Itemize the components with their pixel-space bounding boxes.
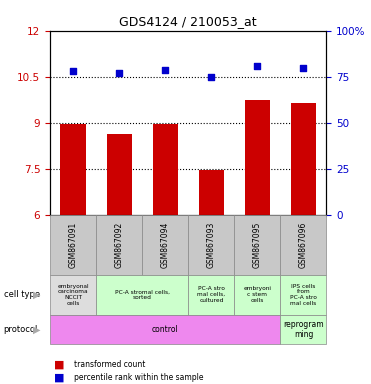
Point: [301, 65, 306, 71]
Point: [162, 67, 168, 73]
Bar: [60, 124, 86, 215]
Text: GSM867096: GSM867096: [299, 222, 308, 268]
Text: transformed count: transformed count: [74, 360, 145, 369]
Text: ■: ■: [54, 360, 64, 370]
Text: percentile rank within the sample: percentile rank within the sample: [74, 373, 204, 382]
Title: GDS4124 / 210053_at: GDS4124 / 210053_at: [119, 15, 257, 28]
Text: GSM867092: GSM867092: [115, 222, 124, 268]
Text: ▶: ▶: [33, 290, 41, 300]
Text: PC-A stro
mal cells,
cultured: PC-A stro mal cells, cultured: [197, 286, 225, 303]
Text: PC-A stromal cells,
sorted: PC-A stromal cells, sorted: [115, 289, 170, 300]
Text: cell type: cell type: [4, 290, 40, 299]
Text: GSM867091: GSM867091: [69, 222, 78, 268]
Text: reprogram
ming: reprogram ming: [283, 319, 324, 339]
Bar: [245, 100, 270, 215]
Point: [255, 63, 260, 69]
Point: [70, 68, 76, 74]
Text: control: control: [152, 325, 178, 334]
Text: ▶: ▶: [33, 324, 41, 334]
Text: IPS cells
from
PC-A stro
mal cells: IPS cells from PC-A stro mal cells: [290, 283, 317, 306]
Text: embryoni
c stem
cells: embryoni c stem cells: [243, 286, 271, 303]
Text: GSM867094: GSM867094: [161, 222, 170, 268]
Bar: [152, 124, 178, 215]
Text: embryonal
carcinoma
NCCIT
cells: embryonal carcinoma NCCIT cells: [57, 283, 89, 306]
Bar: [198, 170, 224, 215]
Bar: [291, 103, 316, 215]
Text: ■: ■: [54, 372, 64, 382]
Text: GSM867093: GSM867093: [207, 222, 216, 268]
Point: [209, 74, 214, 81]
Bar: [106, 134, 132, 215]
Text: protocol: protocol: [4, 325, 38, 334]
Text: GSM867095: GSM867095: [253, 222, 262, 268]
Point: [116, 70, 122, 76]
